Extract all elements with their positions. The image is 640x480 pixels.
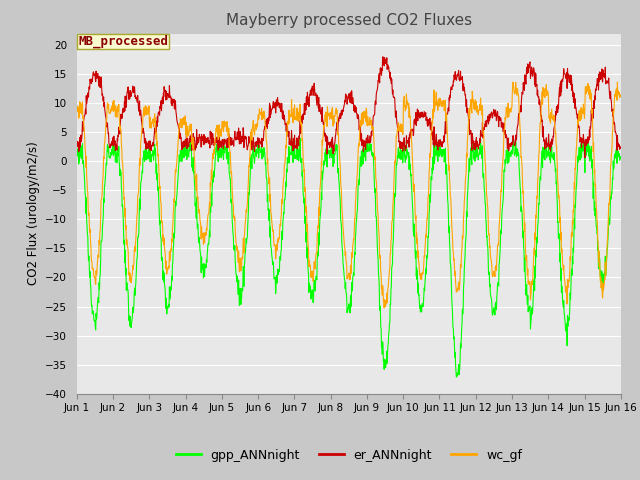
- Line: gpp_ANNnight: gpp_ANNnight: [77, 133, 621, 377]
- gpp_ANNnight: [73, 148, 81, 154]
- wc_gf: [553, 155, 561, 160]
- er_ANNnight: [617, 145, 625, 151]
- er_ANNnight: [194, 135, 202, 141]
- gpp_ANNnight: [434, 151, 442, 156]
- wc_gf: [380, 305, 388, 311]
- wc_gf: [194, 194, 202, 200]
- wc_gf: [73, 105, 81, 111]
- gpp_ANNnight: [452, 374, 460, 380]
- er_ANNnight: [434, 142, 442, 147]
- er_ANNnight: [73, 140, 81, 146]
- er_ANNnight: [553, 104, 561, 109]
- wc_gf: [434, 101, 442, 107]
- Line: wc_gf: wc_gf: [77, 82, 621, 308]
- er_ANNnight: [255, 145, 262, 151]
- er_ANNnight: [581, 155, 589, 161]
- Title: Mayberry processed CO2 Fluxes: Mayberry processed CO2 Fluxes: [226, 13, 472, 28]
- gpp_ANNnight: [194, 221, 202, 227]
- Legend: gpp_ANNnight, er_ANNnight, wc_gf: gpp_ANNnight, er_ANNnight, wc_gf: [171, 444, 527, 467]
- gpp_ANNnight: [255, 155, 262, 161]
- wc_gf: [509, 79, 517, 85]
- wc_gf: [255, 116, 262, 122]
- gpp_ANNnight: [505, 159, 513, 165]
- gpp_ANNnight: [288, 131, 296, 136]
- wc_gf: [505, 114, 513, 120]
- wc_gf: [180, 120, 188, 126]
- er_ANNnight: [379, 54, 387, 60]
- gpp_ANNnight: [617, 156, 625, 161]
- Y-axis label: CO2 Flux (urology/m2/s): CO2 Flux (urology/m2/s): [26, 142, 40, 286]
- er_ANNnight: [505, 148, 513, 154]
- Line: er_ANNnight: er_ANNnight: [77, 57, 621, 158]
- er_ANNnight: [180, 144, 188, 149]
- gpp_ANNnight: [553, 192, 561, 198]
- wc_gf: [617, 93, 625, 99]
- gpp_ANNnight: [180, 153, 188, 159]
